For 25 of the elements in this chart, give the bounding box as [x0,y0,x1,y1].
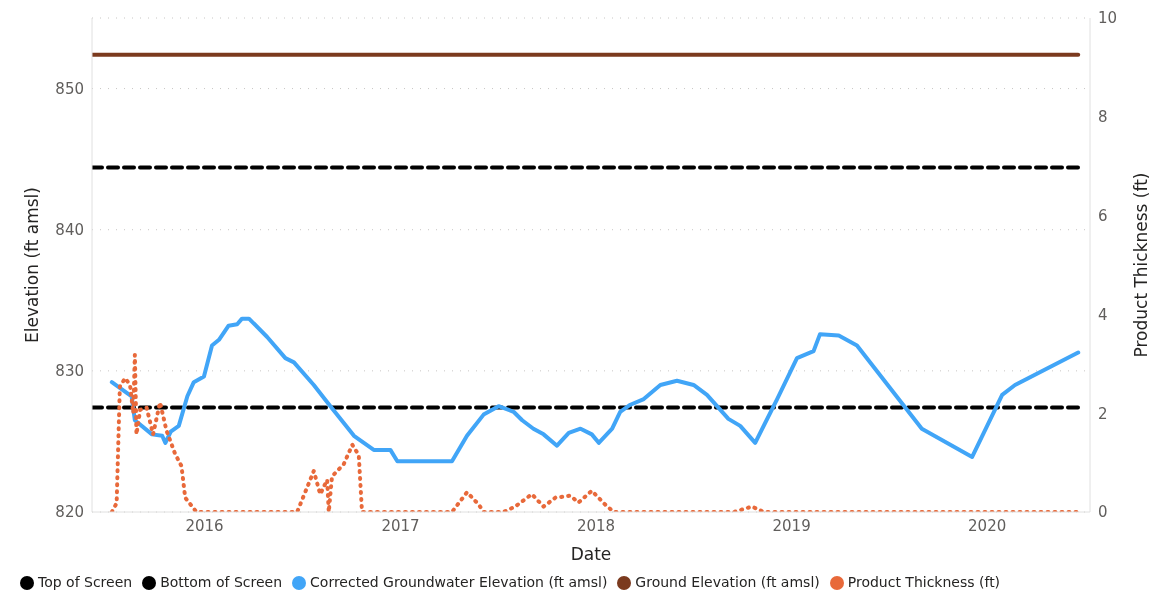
line-series [109,316,1081,464]
x-tick-label: 2020 [968,516,1007,535]
legend-label: Corrected Groundwater Elevation (ft amsl) [310,574,608,590]
y-tick-label: 820 [55,503,84,522]
x-axis-title: Date [570,544,612,564]
y2-tick-label: 2 [1098,404,1108,423]
y2-tick-label: 6 [1098,206,1108,225]
y2-tick-label: 4 [1098,305,1108,324]
legend-label: Bottom of Screen [160,574,283,590]
x-tick-label: 2017 [381,516,420,535]
legend-label: Ground Elevation (ft amsl) [635,574,820,590]
x-tick-label: 2018 [577,516,616,535]
y2-tick-label: 0 [1098,503,1108,522]
y-tick-label: 850 [55,79,84,98]
y-tick-label: 830 [55,362,84,381]
y2-tick-label: 10 [1098,9,1118,28]
line-series [109,352,1081,512]
y-tick-label: 840 [55,221,84,240]
y-axis-title: Elevation (ft amsl) [22,187,43,343]
legend-label: Product Thickness (ft) [847,574,1001,590]
x-tick-label: 2019 [772,516,811,535]
legend-label: Top of Screen [38,574,133,590]
x-tick-label: 2016 [185,516,224,535]
y2-axis-title: Product Thickness (ft) [1131,172,1152,358]
y2-tick-label: 8 [1098,108,1108,127]
